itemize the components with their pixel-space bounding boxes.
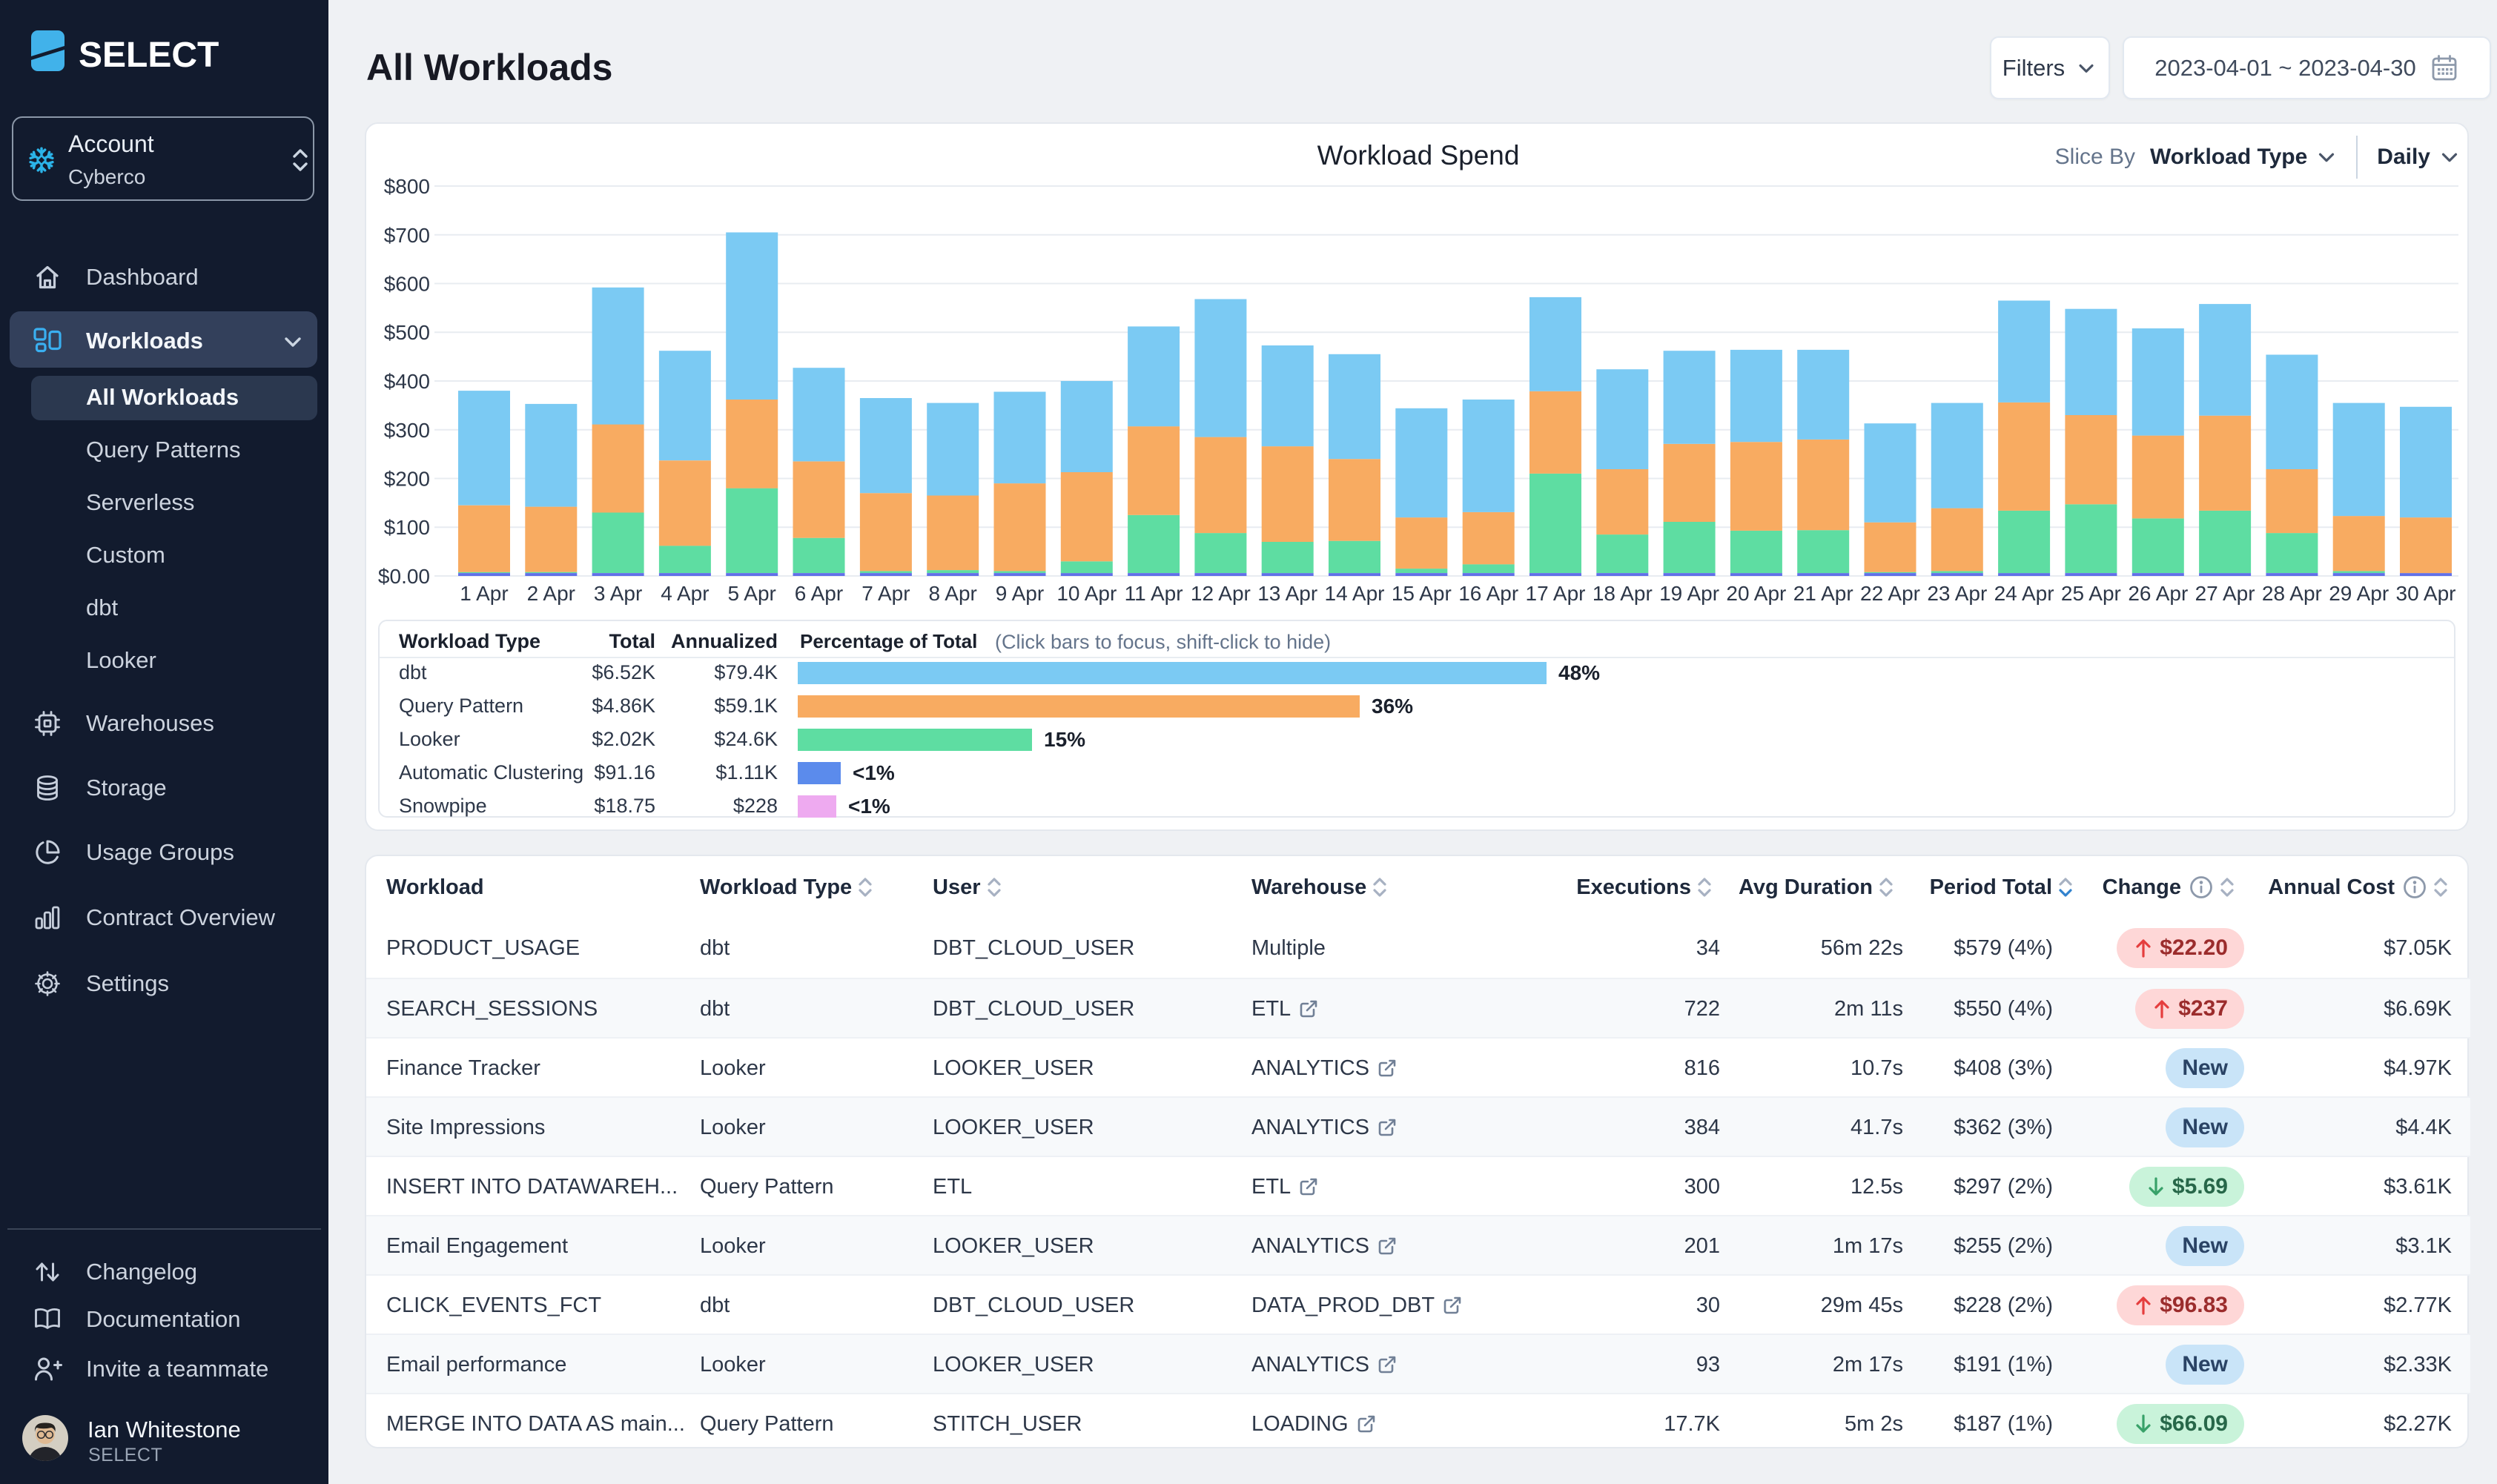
svg-text:7 Apr: 7 Apr xyxy=(861,582,910,605)
svg-text:20 Apr: 20 Apr xyxy=(1726,582,1786,605)
svg-text:18 Apr: 18 Apr xyxy=(1593,582,1653,605)
svg-text:27 Apr: 27 Apr xyxy=(2195,582,2255,605)
svg-text:$200: $200 xyxy=(384,468,430,491)
svg-text:14 Apr: 14 Apr xyxy=(1325,582,1385,605)
svg-text:11 Apr: 11 Apr xyxy=(1125,582,1183,605)
svg-text:4 Apr: 4 Apr xyxy=(661,582,709,605)
svg-text:$300: $300 xyxy=(384,419,430,442)
svg-text:28 Apr: 28 Apr xyxy=(2262,582,2322,605)
svg-text:10 Apr: 10 Apr xyxy=(1056,582,1117,605)
svg-text:1 Apr: 1 Apr xyxy=(460,582,508,605)
svg-text:16 Apr: 16 Apr xyxy=(1458,582,1518,605)
svg-text:12 Apr: 12 Apr xyxy=(1191,582,1251,605)
svg-text:9 Apr: 9 Apr xyxy=(996,582,1044,605)
svg-text:$0.00: $0.00 xyxy=(378,565,430,588)
svg-text:30 Apr: 30 Apr xyxy=(2396,582,2456,605)
svg-text:8 Apr: 8 Apr xyxy=(929,582,977,605)
svg-text:6 Apr: 6 Apr xyxy=(795,582,843,605)
svg-text:15 Apr: 15 Apr xyxy=(1392,582,1452,605)
svg-text:$800: $800 xyxy=(384,175,430,198)
svg-text:2 Apr: 2 Apr xyxy=(527,582,575,605)
svg-text:$700: $700 xyxy=(384,224,430,247)
svg-text:21 Apr: 21 Apr xyxy=(1793,582,1853,605)
svg-text:29 Apr: 29 Apr xyxy=(2329,582,2389,605)
svg-text:13 Apr: 13 Apr xyxy=(1257,582,1317,605)
svg-text:25 Apr: 25 Apr xyxy=(2061,582,2121,605)
svg-text:23 Apr: 23 Apr xyxy=(1927,582,1987,605)
svg-text:26 Apr: 26 Apr xyxy=(2128,582,2188,605)
svg-text:$400: $400 xyxy=(384,370,430,393)
svg-text:$600: $600 xyxy=(384,273,430,296)
svg-text:19 Apr: 19 Apr xyxy=(1659,582,1719,605)
svg-text:17 Apr: 17 Apr xyxy=(1526,582,1586,605)
svg-text:$500: $500 xyxy=(384,321,430,344)
svg-text:5 Apr: 5 Apr xyxy=(728,582,776,605)
svg-text:22 Apr: 22 Apr xyxy=(1860,582,1920,605)
svg-text:$100: $100 xyxy=(384,516,430,539)
svg-text:3 Apr: 3 Apr xyxy=(594,582,642,605)
svg-text:24 Apr: 24 Apr xyxy=(1994,582,2054,605)
